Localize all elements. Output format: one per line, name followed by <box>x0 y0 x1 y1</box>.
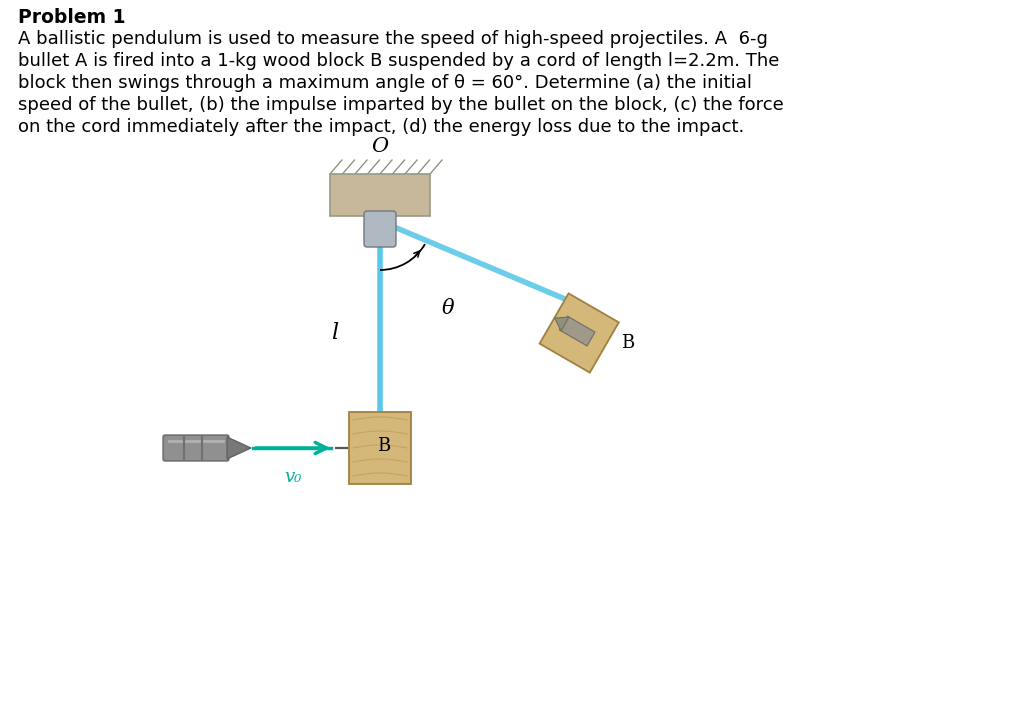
Text: O: O <box>372 137 388 156</box>
Polygon shape <box>559 316 595 346</box>
Polygon shape <box>555 317 569 331</box>
FancyBboxPatch shape <box>364 211 396 247</box>
Text: Problem 1: Problem 1 <box>18 8 126 27</box>
Text: bullet A is fired into a 1-kg wood block B suspended by a cord of length l=2.2m.: bullet A is fired into a 1-kg wood block… <box>18 52 779 70</box>
Text: B: B <box>378 437 390 455</box>
Text: θ: θ <box>442 299 455 317</box>
Text: block then swings through a maximum angle of θ = 60°. Determine (a) the initial: block then swings through a maximum angl… <box>18 74 752 92</box>
Polygon shape <box>227 437 251 459</box>
Bar <box>349 412 411 484</box>
Text: l: l <box>331 322 338 344</box>
Text: v₀: v₀ <box>285 468 302 486</box>
Text: on the cord immediately after the impact, (d) the energy loss due to the impact.: on the cord immediately after the impact… <box>18 118 744 136</box>
Text: speed of the bullet, (b) the impulse imparted by the bullet on the block, (c) th: speed of the bullet, (b) the impulse imp… <box>18 96 783 114</box>
FancyBboxPatch shape <box>163 435 229 461</box>
Bar <box>330 174 430 216</box>
Polygon shape <box>540 293 618 372</box>
Text: B: B <box>622 334 635 352</box>
Text: A ballistic pendulum is used to measure the speed of high-speed projectiles. A  : A ballistic pendulum is used to measure … <box>18 30 768 48</box>
